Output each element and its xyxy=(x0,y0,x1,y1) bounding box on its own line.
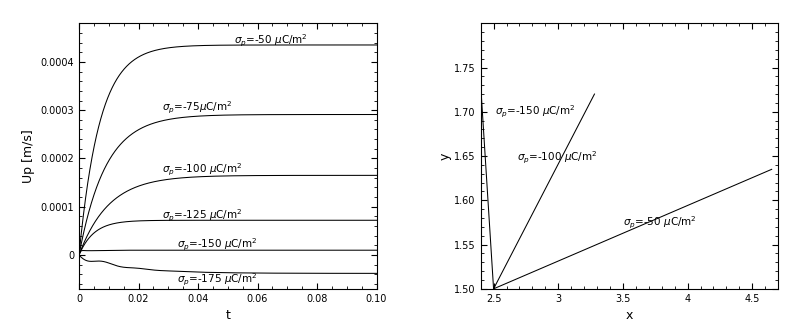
Y-axis label: Up [m/s]: Up [m/s] xyxy=(22,129,35,183)
Text: $\sigma_p$=-125 $\mu$C/m$^2$: $\sigma_p$=-125 $\mu$C/m$^2$ xyxy=(162,208,243,223)
Text: $\sigma_p$=-100 $\mu$C/m$^2$: $\sigma_p$=-100 $\mu$C/m$^2$ xyxy=(517,150,597,166)
X-axis label: t: t xyxy=(225,309,230,322)
Text: $\sigma_p$=-50 $\mu$C/m$^2$: $\sigma_p$=-50 $\mu$C/m$^2$ xyxy=(623,215,697,231)
Text: $\sigma_p$=-150 $\mu$C/m$^2$: $\sigma_p$=-150 $\mu$C/m$^2$ xyxy=(495,104,575,120)
Text: $\sigma_p$=-50 $\mu$C/m$^2$: $\sigma_p$=-50 $\mu$C/m$^2$ xyxy=(234,33,307,49)
Text: $\sigma_p$=-150 $\mu$C/m$^2$: $\sigma_p$=-150 $\mu$C/m$^2$ xyxy=(177,237,258,253)
Text: $\sigma_p$=-75$\mu$C/m$^2$: $\sigma_p$=-75$\mu$C/m$^2$ xyxy=(162,100,233,116)
Y-axis label: y: y xyxy=(438,152,451,160)
Text: $\sigma_p$=-100 $\mu$C/m$^2$: $\sigma_p$=-100 $\mu$C/m$^2$ xyxy=(162,162,243,178)
X-axis label: x: x xyxy=(626,309,633,322)
Text: $\sigma_p$=-175 $\mu$C/m$^2$: $\sigma_p$=-175 $\mu$C/m$^2$ xyxy=(177,272,258,288)
